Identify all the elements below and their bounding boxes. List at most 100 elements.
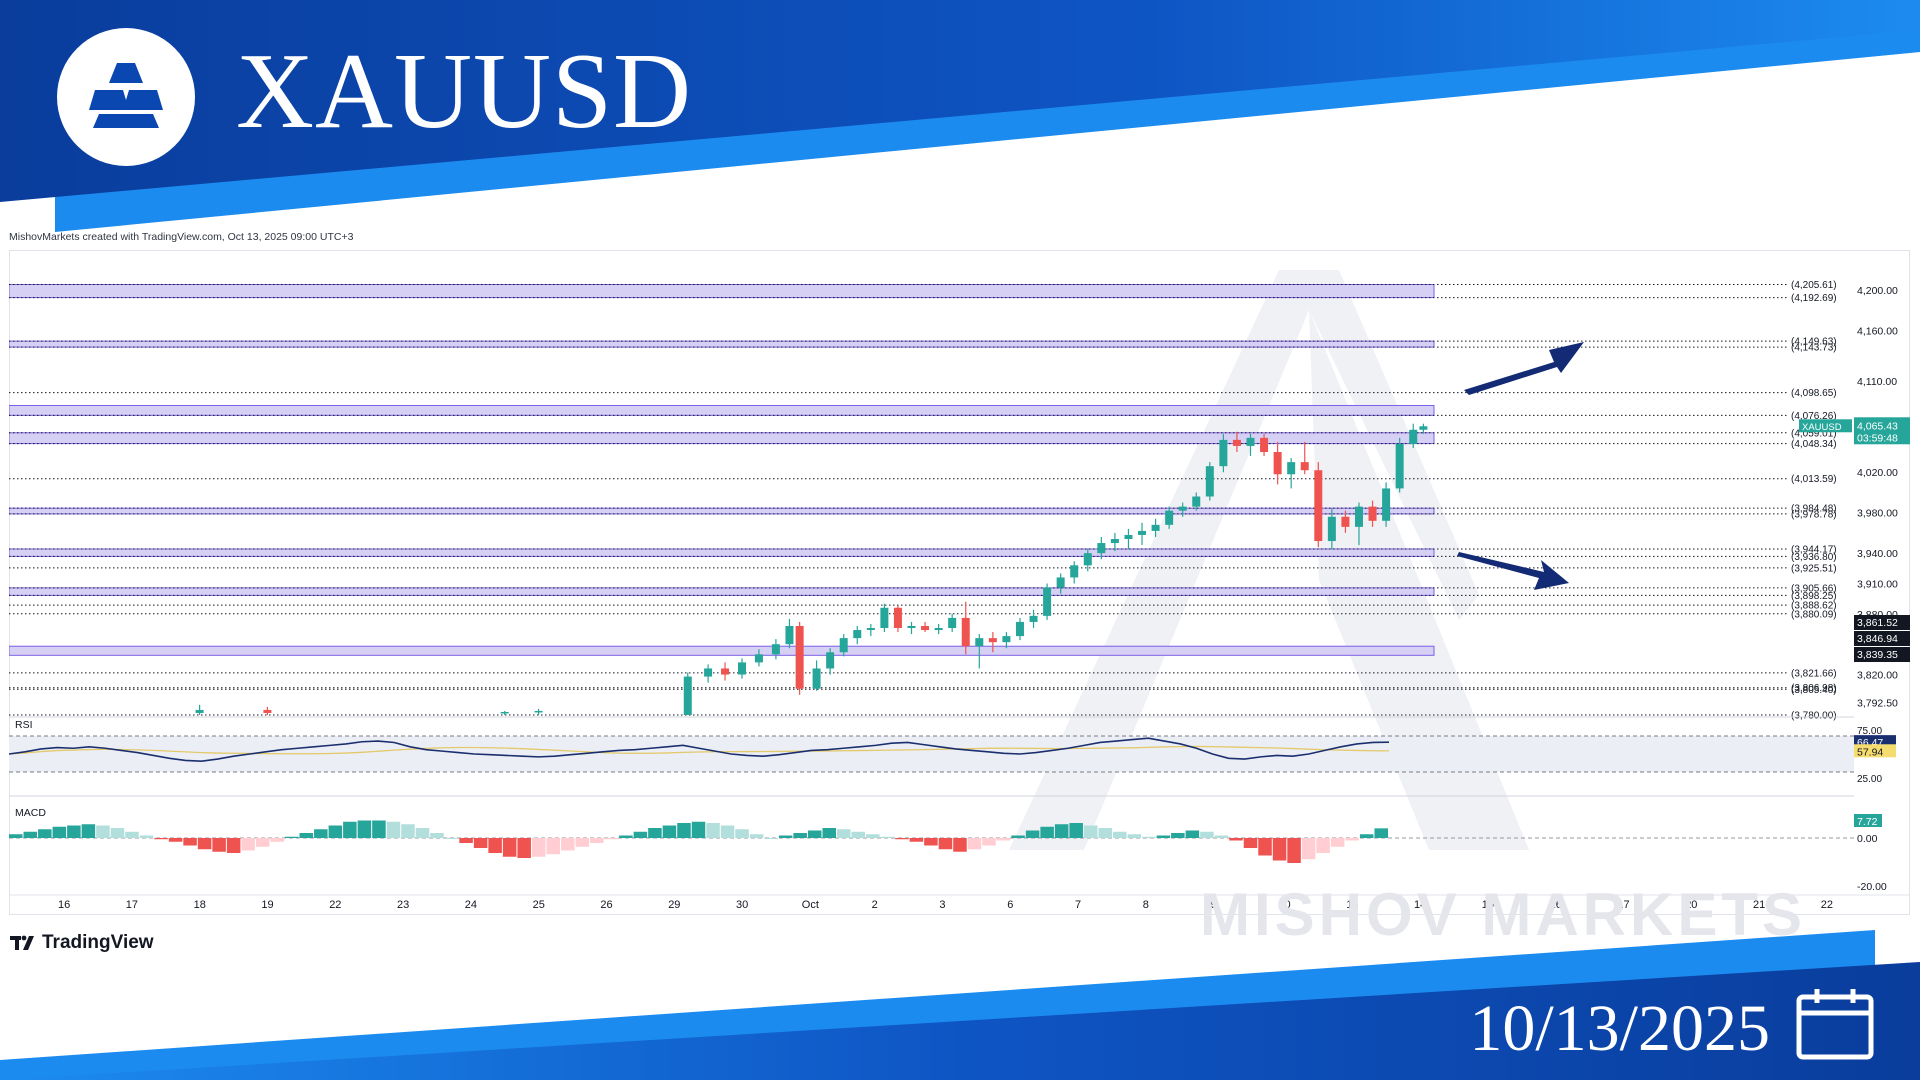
y-axis-tick: 3,940.00 — [1857, 548, 1898, 560]
candle-body — [1192, 496, 1201, 507]
macd-histogram-bar — [1345, 838, 1359, 841]
macd-histogram-bar — [662, 825, 677, 838]
candle — [1232, 431, 1241, 453]
macd-histogram-bar — [226, 838, 241, 853]
candle-body — [1205, 466, 1214, 497]
macd-histogram-bar — [837, 829, 851, 838]
candle-body — [1300, 462, 1309, 471]
macd-histogram-bar — [764, 838, 778, 839]
price-marker-value: 3,861.52 — [1857, 617, 1898, 629]
candle — [1002, 632, 1011, 649]
macd-histogram-bar — [1142, 836, 1156, 838]
macd-histogram-bar — [604, 838, 619, 840]
price-marker-value: 3,839.35 — [1857, 649, 1898, 661]
candle-body — [500, 711, 509, 714]
support-resistance-zone — [9, 283, 1435, 299]
macd-tick: -20.00 — [1857, 881, 1887, 893]
x-axis-tick: 21 — [1753, 899, 1765, 911]
macd-histogram-bar — [778, 835, 793, 838]
candle — [1178, 502, 1187, 517]
candle-body — [721, 668, 730, 675]
macd-histogram-bar — [1200, 831, 1214, 838]
macd-histogram-bar — [1374, 828, 1388, 838]
candle — [975, 634, 984, 669]
macd-tick: 0.00 — [1857, 833, 1878, 845]
macd-histogram-bar — [285, 836, 299, 838]
x-axis-tick: 24 — [465, 899, 477, 911]
macd-value: 7.72 — [1857, 816, 1878, 828]
candle — [1043, 583, 1052, 620]
macd-histogram-bar — [444, 838, 459, 839]
candle — [500, 710, 509, 715]
candle-body — [907, 625, 916, 629]
macd-histogram-bar — [1011, 835, 1025, 838]
level-label: (3,944.17) — [1791, 544, 1837, 555]
candle — [812, 660, 821, 691]
rsi-ma-value: 57.94 — [1857, 746, 1883, 758]
level-label: (3,925.51) — [1791, 563, 1837, 574]
candle-body — [961, 617, 970, 647]
candle-body — [1382, 488, 1391, 521]
x-axis-tick: Oct — [802, 899, 819, 911]
candle-body — [826, 652, 835, 669]
candle-body — [880, 607, 889, 629]
candle — [721, 662, 730, 681]
macd-histogram-bar — [575, 838, 590, 847]
arrow-up-icon — [1464, 342, 1584, 395]
level-label: (4,192.69) — [1791, 293, 1837, 304]
candle-body — [1354, 506, 1363, 527]
tradingview-icon — [10, 935, 34, 950]
candle — [1341, 510, 1350, 533]
y-axis-tick: 4,020.00 — [1857, 467, 1898, 479]
price-chart: (4,205.61) (4,192.69) (4,149.63)(4,143.73)… — [9, 250, 1910, 915]
candle — [866, 623, 875, 637]
y-axis-tick: 3,980.00 — [1857, 508, 1898, 520]
candle — [1287, 458, 1296, 489]
candle — [1056, 573, 1065, 594]
candle — [893, 605, 902, 633]
candle — [1327, 508, 1336, 550]
macd-histogram-bar — [1127, 834, 1142, 838]
macd-histogram-bar — [561, 838, 575, 851]
candle — [534, 708, 543, 715]
candle-body — [1260, 437, 1269, 453]
macd-histogram-bar — [270, 838, 284, 842]
support-resistance-zone — [9, 507, 1435, 515]
candle-body — [1314, 470, 1323, 542]
candle-body — [853, 630, 862, 639]
rsi-level-tick: 75.00 — [1857, 726, 1882, 737]
candle — [1314, 462, 1323, 548]
macd-histogram-bar — [1113, 831, 1127, 838]
macd-histogram-bar — [1171, 833, 1185, 838]
tradingview-label: TradingView — [42, 932, 154, 953]
macd-histogram-bar — [328, 825, 343, 838]
candle-body — [1151, 524, 1160, 531]
macd-histogram-bar — [154, 838, 168, 840]
x-axis-tick: 30 — [736, 899, 748, 911]
candle — [839, 634, 848, 657]
macd-histogram-bar — [125, 831, 139, 838]
macd-histogram-bar — [880, 836, 895, 838]
candle — [795, 621, 804, 695]
candle — [1070, 561, 1079, 584]
macd-histogram-bar — [1083, 825, 1098, 838]
macd-histogram-bar — [197, 838, 212, 850]
x-axis-tick: 16 — [58, 899, 70, 911]
macd-label: MACD — [15, 807, 46, 819]
macd-histogram-bar — [1359, 834, 1374, 838]
price-countdown: 03:59:48 — [1857, 432, 1898, 444]
candle — [1368, 500, 1377, 527]
candle — [1219, 433, 1228, 473]
macd-histogram-bar — [1301, 838, 1316, 860]
candle-body — [812, 668, 821, 689]
macd-histogram-bar — [749, 834, 764, 838]
candle — [948, 613, 957, 633]
candle-body — [1097, 543, 1106, 554]
candle — [826, 648, 835, 675]
macd-histogram-bar — [706, 823, 720, 838]
macd-histogram-bar — [938, 838, 953, 850]
watermark: MISHOV MARKETS — [1200, 881, 1807, 948]
macd-histogram-bar — [517, 838, 531, 858]
macd-value-box — [1854, 814, 1882, 827]
y-axis-tick: 3,910.00 — [1857, 579, 1898, 591]
